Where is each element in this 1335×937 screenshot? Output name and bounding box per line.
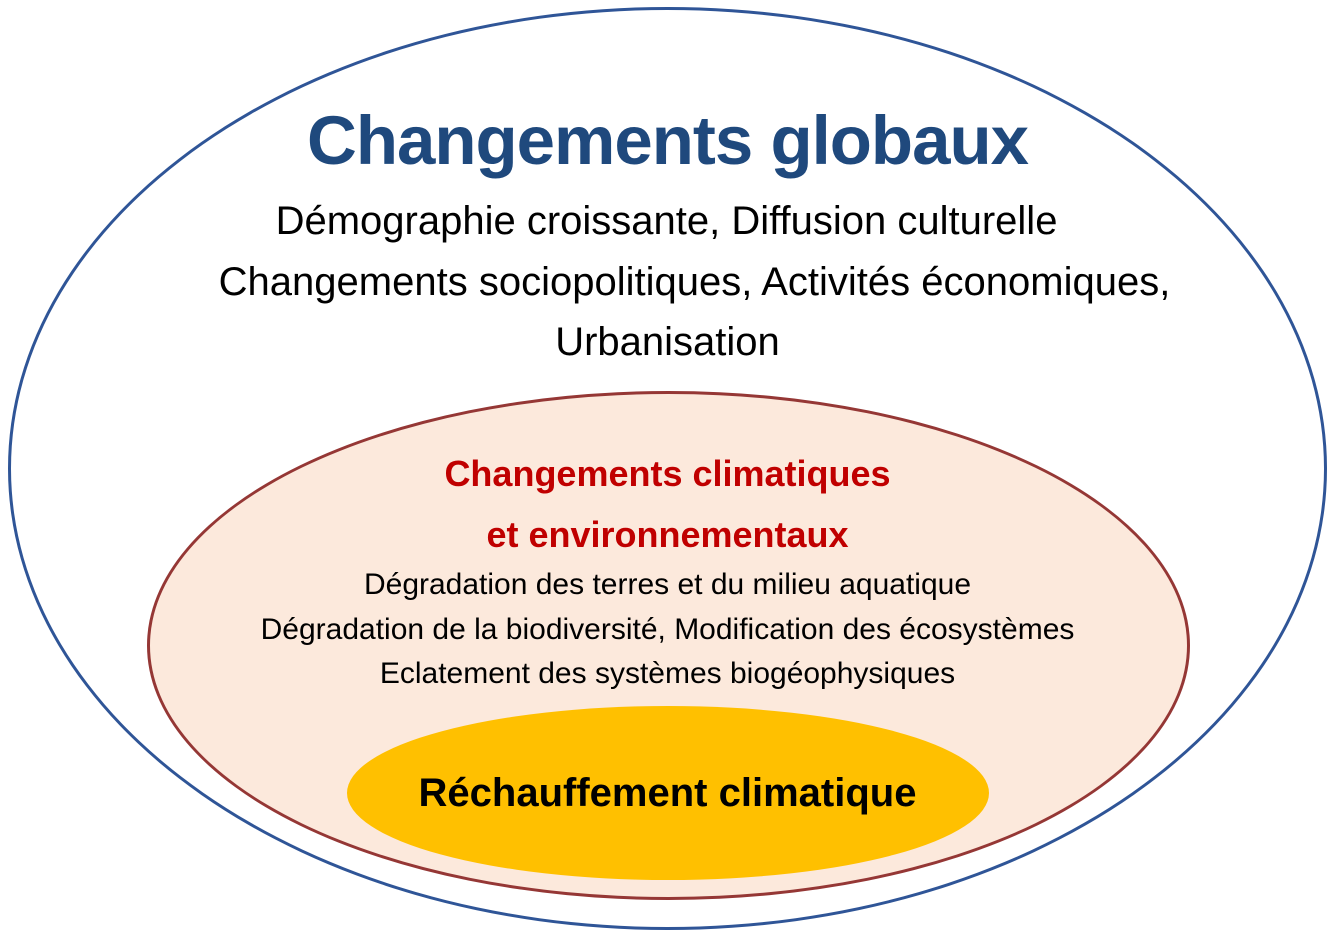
inner-ellipse-global-warming	[347, 706, 989, 880]
outer-line-1: Démographie croissante, Diffusion cultur…	[275, 199, 1058, 243]
middle-line-3: Eclatement des systèmes biogéophysiques	[379, 657, 956, 690]
middle-title-line-1: Changements climatiques	[444, 453, 891, 494]
outer-line-3: Urbanisation	[555, 320, 780, 364]
outer-title: Changements globaux	[307, 102, 1029, 179]
middle-line-1: Dégradation des terres et du milieu aqua…	[363, 568, 972, 601]
outer-line-2: Changements sociopolitiques, Activités é…	[218, 260, 1171, 304]
middle-line-2: Dégradation de la biodiversité, Modifica…	[260, 613, 1075, 646]
middle-title-line-2: et environnementaux	[486, 514, 849, 555]
inner-title: Réchauffement climatique	[418, 771, 917, 815]
